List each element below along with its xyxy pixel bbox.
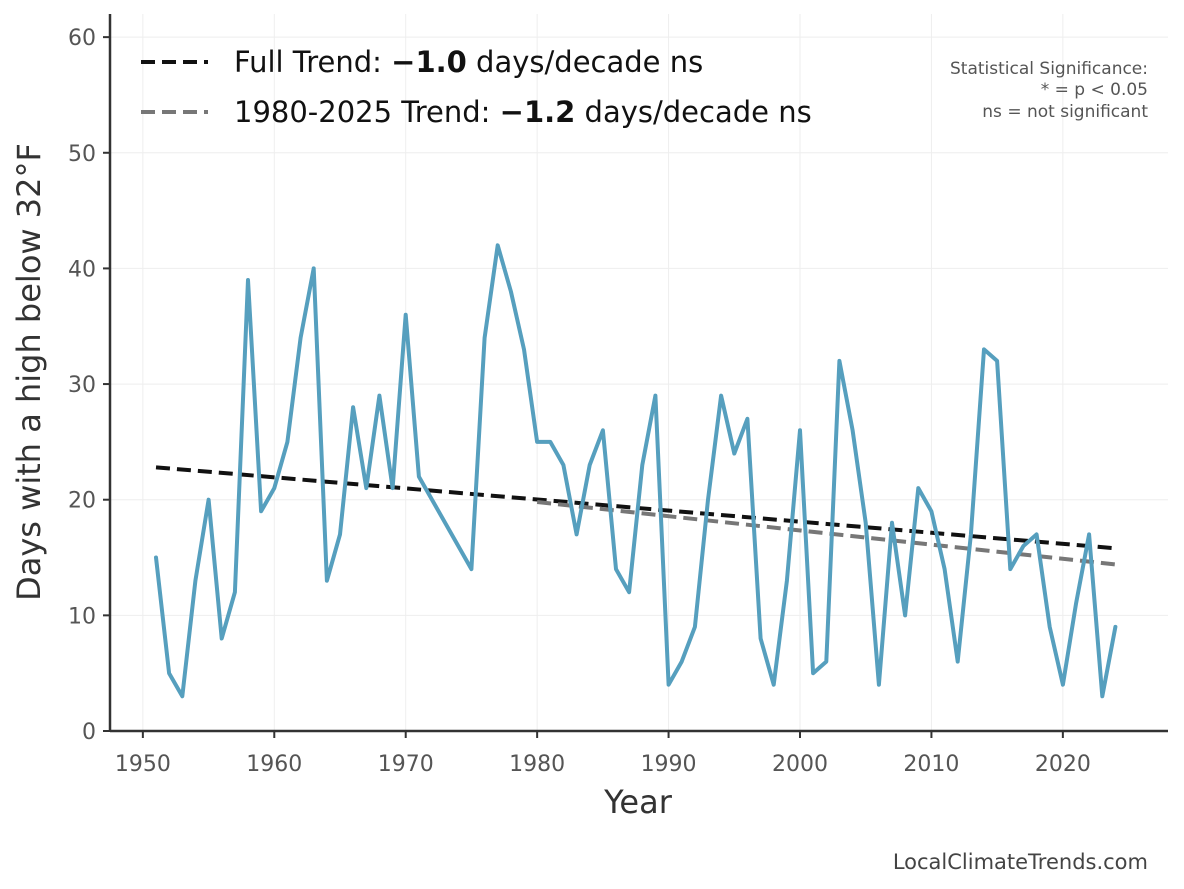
x-tick-label-1960: 1960 xyxy=(246,752,302,777)
significance-note: Statistical Significance: * = p < 0.05 n… xyxy=(950,59,1148,122)
y-tick-label-60: 60 xyxy=(68,26,96,51)
y-axis-title: Days with a high below 32°F xyxy=(10,143,48,601)
significance-line-2: * = p < 0.05 xyxy=(1041,80,1148,100)
y-tick-label-0: 0 xyxy=(82,720,96,745)
recent-trend-line xyxy=(536,500,1116,567)
x-tick-label-2010: 2010 xyxy=(903,752,959,777)
x-tick-label-1980: 1980 xyxy=(509,752,565,777)
x-tick-label-1970: 1970 xyxy=(378,752,434,777)
legend-label-full-trend: Full Trend: −1.0 days/decade ns xyxy=(234,45,703,79)
x-tick-label-2000: 2000 xyxy=(772,752,828,777)
legend-suffix-1980-trend: days/decade ns xyxy=(575,95,811,129)
legend-label-1980-trend: 1980-2025 Trend: −1.2 days/decade ns xyxy=(234,95,812,129)
full-trend-line xyxy=(155,465,1116,551)
data-series xyxy=(154,243,1118,699)
series-line-0 xyxy=(154,243,1118,699)
legend-prefix-full-trend: Full Trend: xyxy=(234,45,391,79)
y-tick-label-50: 50 xyxy=(68,142,96,167)
grid xyxy=(110,14,1168,732)
axes: 1950 1960 1970 1980 1990 2000 2010 2020 0 10 20 30 4… xyxy=(68,14,1168,777)
legend-value-full-trend: −1.0 xyxy=(391,45,467,79)
legend-prefix-1980-trend: 1980-2025 Trend: xyxy=(234,95,500,129)
x-axis-title: Year xyxy=(603,783,673,821)
y-tick-label-10: 10 xyxy=(68,604,96,629)
legend-value-1980-trend: −1.2 xyxy=(500,95,576,129)
x-tick-label-2020: 2020 xyxy=(1035,752,1091,777)
source-credit: LocalClimateTrends.com xyxy=(893,850,1148,874)
legend-suffix-full-trend: days/decade ns xyxy=(467,45,703,79)
significance-line-3: ns = not significant xyxy=(982,102,1148,122)
y-tick-label-20: 20 xyxy=(68,489,96,514)
y-tick-label-40: 40 xyxy=(68,257,96,282)
legend: Full Trend: −1.0 days/decade ns 1980-202… xyxy=(141,45,812,129)
x-tick-label-1990: 1990 xyxy=(641,752,697,777)
significance-line-1: Statistical Significance: xyxy=(950,59,1148,79)
x-tick-label-1950: 1950 xyxy=(115,752,171,777)
y-tick-label-30: 30 xyxy=(68,373,96,398)
